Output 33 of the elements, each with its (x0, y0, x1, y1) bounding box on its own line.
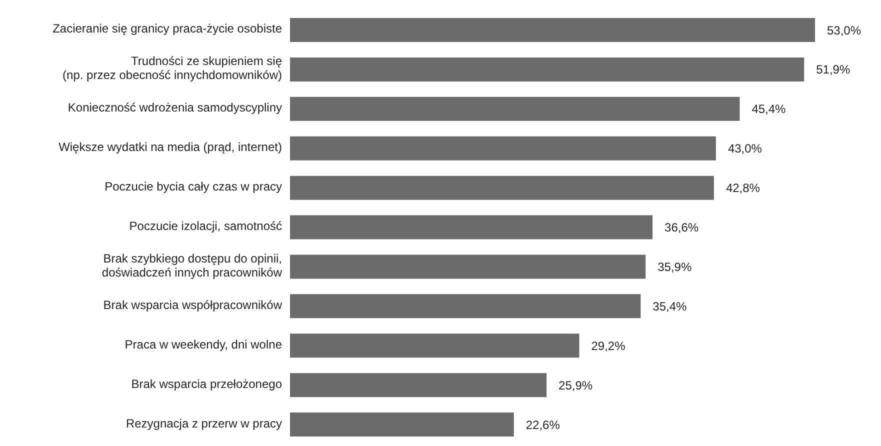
bar (290, 412, 514, 437)
y-tick-label: Zacieranie się granicy praca-życie osobiste (52, 22, 282, 36)
data-label: 45,4% (752, 102, 786, 116)
data-label: 35,4% (652, 299, 688, 314)
data-label: 42,8% (726, 181, 760, 196)
bar (290, 57, 804, 82)
data-label: 53,0% (827, 23, 862, 38)
y-tick-label: Brak wsparcia przełożonego (131, 376, 282, 391)
bar (290, 96, 740, 121)
data-label: 22,6% (526, 418, 560, 432)
bar (290, 334, 580, 358)
data-label: 25,9% (558, 378, 593, 392)
bar (290, 373, 547, 398)
data-label: 51,9% (816, 62, 850, 77)
y-tick-label: Rezygnacja z przerw w pracy (126, 416, 282, 430)
bar (290, 215, 653, 240)
data-label: 43,0% (728, 142, 762, 156)
y-tick-label: Trudności ze skupieniem się (np. przez obecność innychdomowników) (62, 54, 282, 82)
data-label: 35,9% (658, 260, 692, 274)
y-tick-label: Brak wsparcia współpracowników (103, 298, 282, 312)
y-tick-label: Konieczność wdrożenia samodyscypliny (68, 100, 282, 115)
bar (290, 294, 641, 318)
y-tick-label: Poczucie izolacji, samotność (129, 219, 282, 234)
y-tick-label: Praca w weekendy, dni wolne (124, 338, 282, 352)
y-tick-label: Brak szybkiego dostępu do opinii, doświadczeń innych pracowników (102, 252, 282, 280)
bar (290, 254, 646, 279)
y-tick-label: Większe wydatki na media (prąd, internet) (58, 140, 282, 154)
data-label: 36,6% (664, 220, 699, 235)
bar (290, 18, 815, 42)
data-label: 29,2% (591, 338, 626, 353)
y-tick-label: Poczucie bycia cały czas w pracy (104, 180, 282, 194)
bar (290, 176, 714, 200)
bar (290, 136, 716, 160)
